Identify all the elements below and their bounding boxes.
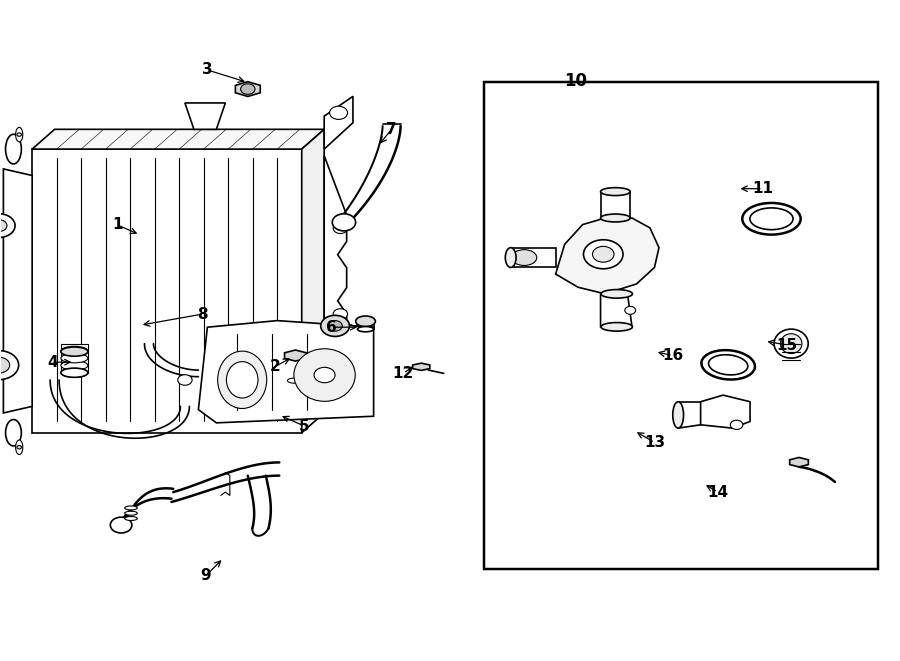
Ellipse shape <box>708 355 748 375</box>
Polygon shape <box>413 363 430 370</box>
Ellipse shape <box>601 290 633 298</box>
Polygon shape <box>510 248 555 268</box>
Ellipse shape <box>673 402 683 428</box>
Polygon shape <box>236 82 260 97</box>
Text: 5: 5 <box>299 418 310 434</box>
Circle shape <box>17 446 22 449</box>
Ellipse shape <box>5 420 22 446</box>
Ellipse shape <box>357 327 374 332</box>
Ellipse shape <box>61 368 88 377</box>
Circle shape <box>177 375 192 385</box>
Polygon shape <box>4 169 32 413</box>
Circle shape <box>592 247 614 262</box>
Circle shape <box>0 219 7 231</box>
Ellipse shape <box>125 511 138 515</box>
Circle shape <box>320 315 349 336</box>
Ellipse shape <box>61 368 88 377</box>
Circle shape <box>328 321 342 331</box>
Text: 10: 10 <box>564 72 588 90</box>
Polygon shape <box>32 130 324 149</box>
Circle shape <box>111 517 132 533</box>
Circle shape <box>0 350 19 379</box>
Ellipse shape <box>600 188 630 196</box>
Polygon shape <box>600 294 632 327</box>
Text: 16: 16 <box>662 348 683 363</box>
Ellipse shape <box>356 316 375 327</box>
Ellipse shape <box>61 361 88 370</box>
Polygon shape <box>198 321 374 423</box>
Text: 8: 8 <box>198 307 208 321</box>
Circle shape <box>240 84 255 95</box>
Circle shape <box>333 223 347 233</box>
Circle shape <box>0 357 10 373</box>
Ellipse shape <box>218 351 266 408</box>
Ellipse shape <box>750 208 793 229</box>
Polygon shape <box>184 103 225 130</box>
Ellipse shape <box>125 506 138 510</box>
Polygon shape <box>32 149 302 433</box>
Text: 1: 1 <box>112 217 122 233</box>
Ellipse shape <box>601 323 633 331</box>
Polygon shape <box>789 457 808 467</box>
Ellipse shape <box>125 516 138 520</box>
Ellipse shape <box>5 134 22 164</box>
Text: 11: 11 <box>752 181 773 196</box>
Text: 14: 14 <box>707 485 728 500</box>
Ellipse shape <box>742 203 801 235</box>
Text: 6: 6 <box>326 320 337 334</box>
Circle shape <box>314 368 335 383</box>
Ellipse shape <box>774 329 808 358</box>
Ellipse shape <box>61 347 88 356</box>
Ellipse shape <box>61 354 88 363</box>
Text: 4: 4 <box>48 355 58 369</box>
Ellipse shape <box>227 362 258 398</box>
Ellipse shape <box>294 349 356 401</box>
Circle shape <box>332 214 356 231</box>
Text: 15: 15 <box>777 338 797 352</box>
Polygon shape <box>555 218 659 294</box>
Circle shape <box>329 106 347 120</box>
Text: 12: 12 <box>392 366 414 381</box>
Ellipse shape <box>780 334 802 354</box>
Polygon shape <box>600 192 630 218</box>
Ellipse shape <box>15 128 22 142</box>
Text: 7: 7 <box>386 122 397 137</box>
Ellipse shape <box>15 440 22 455</box>
Circle shape <box>730 420 742 430</box>
Polygon shape <box>302 130 324 433</box>
Circle shape <box>17 133 22 136</box>
Bar <box>484 83 878 569</box>
Bar <box>61 344 88 373</box>
Circle shape <box>625 307 635 314</box>
Text: 3: 3 <box>202 62 212 77</box>
Polygon shape <box>357 321 374 329</box>
Polygon shape <box>324 156 346 387</box>
Ellipse shape <box>701 350 755 379</box>
Text: 13: 13 <box>644 435 665 450</box>
Ellipse shape <box>511 250 536 266</box>
Circle shape <box>583 240 623 269</box>
Polygon shape <box>284 350 306 361</box>
Polygon shape <box>324 97 353 149</box>
Text: 2: 2 <box>269 360 280 374</box>
Ellipse shape <box>600 214 630 222</box>
Ellipse shape <box>61 346 88 356</box>
Ellipse shape <box>505 248 516 268</box>
Ellipse shape <box>287 378 303 383</box>
Text: 9: 9 <box>201 568 211 584</box>
Polygon shape <box>700 395 750 428</box>
Circle shape <box>333 309 347 319</box>
Circle shape <box>0 214 15 237</box>
